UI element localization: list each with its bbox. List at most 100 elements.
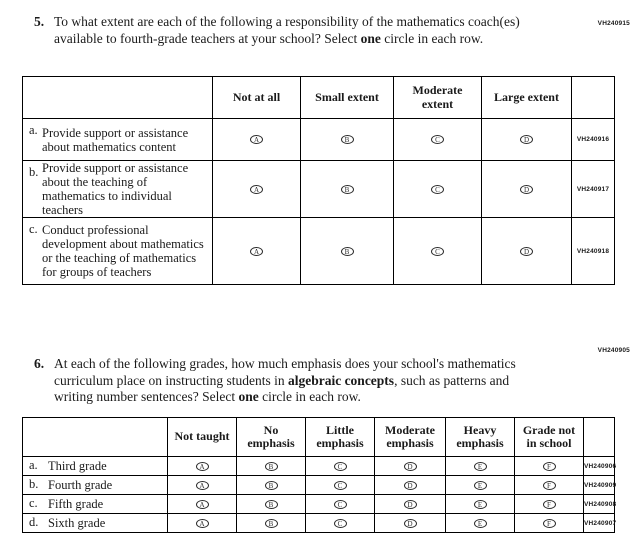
- option-bubble[interactable]: D: [403, 461, 417, 471]
- row-item-code-q5c: VH240918: [571, 217, 615, 285]
- row-label-q5b: b. Provide support or assistance about t…: [22, 160, 213, 218]
- option-cell-q6a-moderate-emphasis[interactable]: D: [374, 456, 446, 476]
- option-cell-q6a-little-emphasis[interactable]: C: [305, 456, 375, 476]
- question-6-text-part3: circle in each row.: [258, 389, 361, 404]
- option-cell-q5a-large-extent[interactable]: D: [481, 118, 572, 161]
- option-cell-q5b-small-extent[interactable]: B: [300, 160, 394, 218]
- table-row: d. Sixth grade A B C D E: [22, 513, 616, 533]
- option-cell-q6b-not-taught[interactable]: A: [167, 475, 237, 495]
- row-label-text: Fifth grade: [48, 497, 104, 511]
- option-bubble[interactable]: A: [195, 499, 209, 509]
- option-cell-q5c-moderate-extent[interactable]: C: [393, 217, 482, 285]
- option-cell-q6c-heavy-emphasis[interactable]: E: [445, 494, 515, 514]
- option-bubble[interactable]: D: [520, 246, 533, 256]
- option-bubble[interactable]: D: [403, 480, 417, 490]
- option-bubble[interactable]: C: [431, 246, 444, 256]
- option-bubble[interactable]: A: [250, 184, 263, 194]
- column-header-heavy-emphasis: Heavy emphasis: [445, 417, 515, 457]
- row-letter: b.: [29, 165, 39, 179]
- option-bubble[interactable]: C: [333, 461, 347, 471]
- table-row: c. Fifth grade A B C D E: [22, 494, 616, 514]
- option-bubble[interactable]: C: [333, 499, 347, 509]
- option-bubble[interactable]: D: [520, 135, 533, 145]
- row-item-code-q5b: VH240917: [571, 160, 615, 218]
- row-item-code-q6b: VH240909: [583, 475, 616, 495]
- option-bubble[interactable]: F: [542, 480, 556, 490]
- option-bubble[interactable]: A: [250, 135, 263, 145]
- option-cell-q6c-moderate-emphasis[interactable]: D: [374, 494, 446, 514]
- option-cell-q6a-heavy-emphasis[interactable]: E: [445, 456, 515, 476]
- question-6-number: 6.: [34, 356, 45, 371]
- option-bubble[interactable]: C: [431, 184, 444, 194]
- option-bubble[interactable]: E: [473, 480, 487, 490]
- option-bubble[interactable]: D: [403, 518, 417, 528]
- option-bubble[interactable]: B: [264, 518, 278, 528]
- option-bubble[interactable]: C: [333, 518, 347, 528]
- option-cell-q6a-no-emphasis[interactable]: B: [236, 456, 306, 476]
- option-bubble[interactable]: B: [340, 246, 354, 256]
- option-cell-q6b-heavy-emphasis[interactable]: E: [445, 475, 515, 495]
- question-6-response-table: Not taught No emphasis Little emphasis M…: [22, 417, 616, 533]
- row-item-code-q6c: VH240908: [583, 494, 616, 514]
- option-cell-q6d-not-taught[interactable]: A: [167, 513, 237, 533]
- option-bubble[interactable]: F: [542, 499, 556, 509]
- option-bubble[interactable]: E: [473, 518, 487, 528]
- option-bubble[interactable]: F: [542, 518, 556, 528]
- row-label-text: Conduct professional development about m…: [42, 223, 204, 279]
- question-5-response-table: Not at all Small extent Moderate extent …: [22, 76, 615, 285]
- option-cell-q6a-not-taught[interactable]: A: [167, 456, 237, 476]
- option-bubble[interactable]: F: [542, 461, 556, 471]
- table-row: a. Provide support or assistance about m…: [22, 118, 615, 161]
- option-bubble[interactable]: A: [195, 518, 209, 528]
- option-cell-q5c-large-extent[interactable]: D: [481, 217, 572, 285]
- option-cell-q6d-no-emphasis[interactable]: B: [236, 513, 306, 533]
- option-cell-q5c-not-at-all[interactable]: A: [212, 217, 301, 285]
- option-bubble[interactable]: D: [403, 499, 417, 509]
- column-header-moderate-emphasis: Moderate emphasis: [374, 417, 446, 457]
- option-bubble[interactable]: B: [264, 499, 278, 509]
- option-cell-q6d-moderate-emphasis[interactable]: D: [374, 513, 446, 533]
- table-header-row: Not at all Small extent Moderate extent …: [22, 76, 615, 119]
- option-bubble[interactable]: B: [340, 184, 354, 194]
- option-bubble[interactable]: B: [340, 135, 354, 145]
- row-letter: a.: [29, 458, 38, 472]
- option-cell-q5a-not-at-all[interactable]: A: [212, 118, 301, 161]
- column-header-blank: [22, 76, 213, 119]
- option-cell-q5b-large-extent[interactable]: D: [481, 160, 572, 218]
- question-5-stem: 5. To what extent are each of the follow…: [0, 14, 636, 47]
- option-bubble[interactable]: E: [473, 461, 487, 471]
- option-cell-q6b-moderate-emphasis[interactable]: D: [374, 475, 446, 495]
- option-bubble[interactable]: E: [473, 499, 487, 509]
- option-bubble[interactable]: A: [195, 461, 209, 471]
- option-cell-q5a-moderate-extent[interactable]: C: [393, 118, 482, 161]
- column-header-no-emphasis: No emphasis: [236, 417, 306, 457]
- option-cell-q6b-little-emphasis[interactable]: C: [305, 475, 375, 495]
- option-bubble[interactable]: A: [195, 480, 209, 490]
- option-bubble[interactable]: D: [520, 184, 533, 194]
- option-bubble[interactable]: B: [264, 480, 278, 490]
- question-6-text-part1: At each of the following grades, how muc…: [54, 356, 516, 388]
- option-cell-q6c-grade-not-in-school[interactable]: F: [514, 494, 584, 514]
- column-header-moderate-extent: Moderate extent: [393, 76, 482, 119]
- column-header-grade-not-in-school: Grade not in school: [514, 417, 584, 457]
- option-cell-q6d-grade-not-in-school[interactable]: F: [514, 513, 584, 533]
- option-cell-q6d-little-emphasis[interactable]: C: [305, 513, 375, 533]
- option-bubble[interactable]: A: [250, 246, 263, 256]
- option-cell-q6b-no-emphasis[interactable]: B: [236, 475, 306, 495]
- option-cell-q6c-not-taught[interactable]: A: [167, 494, 237, 514]
- option-cell-q6c-no-emphasis[interactable]: B: [236, 494, 306, 514]
- question-5-number: 5.: [34, 14, 45, 29]
- option-cell-q6c-little-emphasis[interactable]: C: [305, 494, 375, 514]
- option-cell-q6b-grade-not-in-school[interactable]: F: [514, 475, 584, 495]
- option-bubble[interactable]: C: [333, 480, 347, 490]
- row-label-q6c: c. Fifth grade: [22, 494, 168, 514]
- option-cell-q5b-moderate-extent[interactable]: C: [393, 160, 482, 218]
- row-label-text: Provide support or assistance about math…: [42, 125, 189, 154]
- option-cell-q5c-small-extent[interactable]: B: [300, 217, 394, 285]
- option-cell-q6d-heavy-emphasis[interactable]: E: [445, 513, 515, 533]
- option-bubble[interactable]: B: [264, 461, 278, 471]
- option-cell-q6a-grade-not-in-school[interactable]: F: [514, 456, 584, 476]
- option-bubble[interactable]: C: [431, 135, 444, 145]
- option-cell-q5a-small-extent[interactable]: B: [300, 118, 394, 161]
- option-cell-q5b-not-at-all[interactable]: A: [212, 160, 301, 218]
